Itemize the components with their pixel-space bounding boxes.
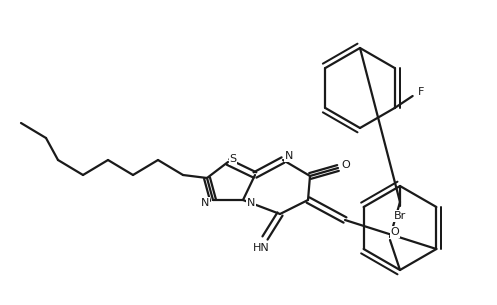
Text: F: F bbox=[417, 87, 424, 97]
Text: Br: Br bbox=[394, 211, 406, 221]
Text: O: O bbox=[391, 227, 400, 237]
Text: S: S bbox=[230, 154, 237, 164]
Text: N: N bbox=[201, 198, 209, 208]
Text: N: N bbox=[247, 198, 255, 208]
Text: O: O bbox=[341, 160, 350, 170]
Text: HN: HN bbox=[252, 243, 269, 253]
Text: N: N bbox=[285, 151, 293, 161]
